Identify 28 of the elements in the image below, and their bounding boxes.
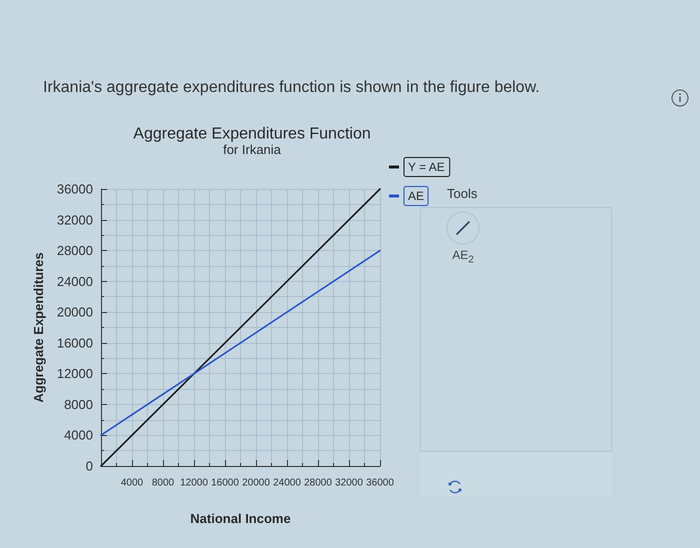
y-tick-label: 24000 bbox=[56, 274, 93, 289]
legend-label: Y = AE bbox=[408, 160, 445, 174]
x-tick-label: 24000 bbox=[273, 478, 302, 488]
y-tick-label: 8000 bbox=[64, 396, 93, 412]
x-tick-label: 12000 bbox=[180, 478, 208, 488]
text: AE$_{2}$ bbox=[451, 248, 475, 266]
x-tick-label: 20000 bbox=[242, 478, 270, 488]
legend-label: AE bbox=[408, 189, 424, 203]
y-tick-label: 20000 bbox=[56, 304, 93, 320]
y-tick-label: 4000 bbox=[64, 428, 93, 443]
x-tick-label: 8000 bbox=[152, 478, 175, 488]
x-tick-label: 16000 bbox=[211, 478, 240, 488]
y-tick-label: 16000 bbox=[56, 335, 93, 350]
chart-subtitle: for Irkania bbox=[223, 142, 282, 157]
x-axis-title: National Income bbox=[190, 511, 291, 526]
chart-title: Aggregate Expenditures Function bbox=[133, 126, 371, 142]
text: Irkania's aggregate expenditures function is shown in the figure below. bbox=[43, 78, 540, 98]
y-axis-title: Aggregate Expenditures bbox=[31, 252, 46, 403]
x-tick-label: 32000 bbox=[335, 478, 364, 488]
x-tick-label: 4000 bbox=[120, 478, 144, 488]
y-tick-label: 28000 bbox=[56, 243, 93, 258]
y-tick-label: 0 bbox=[86, 458, 93, 474]
text: Tools bbox=[447, 186, 478, 202]
x-tick-label: 36000 bbox=[366, 478, 394, 488]
y-tick-label: 36000 bbox=[56, 182, 93, 196]
y-tick-label: 12000 bbox=[56, 366, 93, 382]
x-tick-label: 28000 bbox=[304, 478, 332, 488]
y-tick-label: 32000 bbox=[56, 212, 93, 228]
